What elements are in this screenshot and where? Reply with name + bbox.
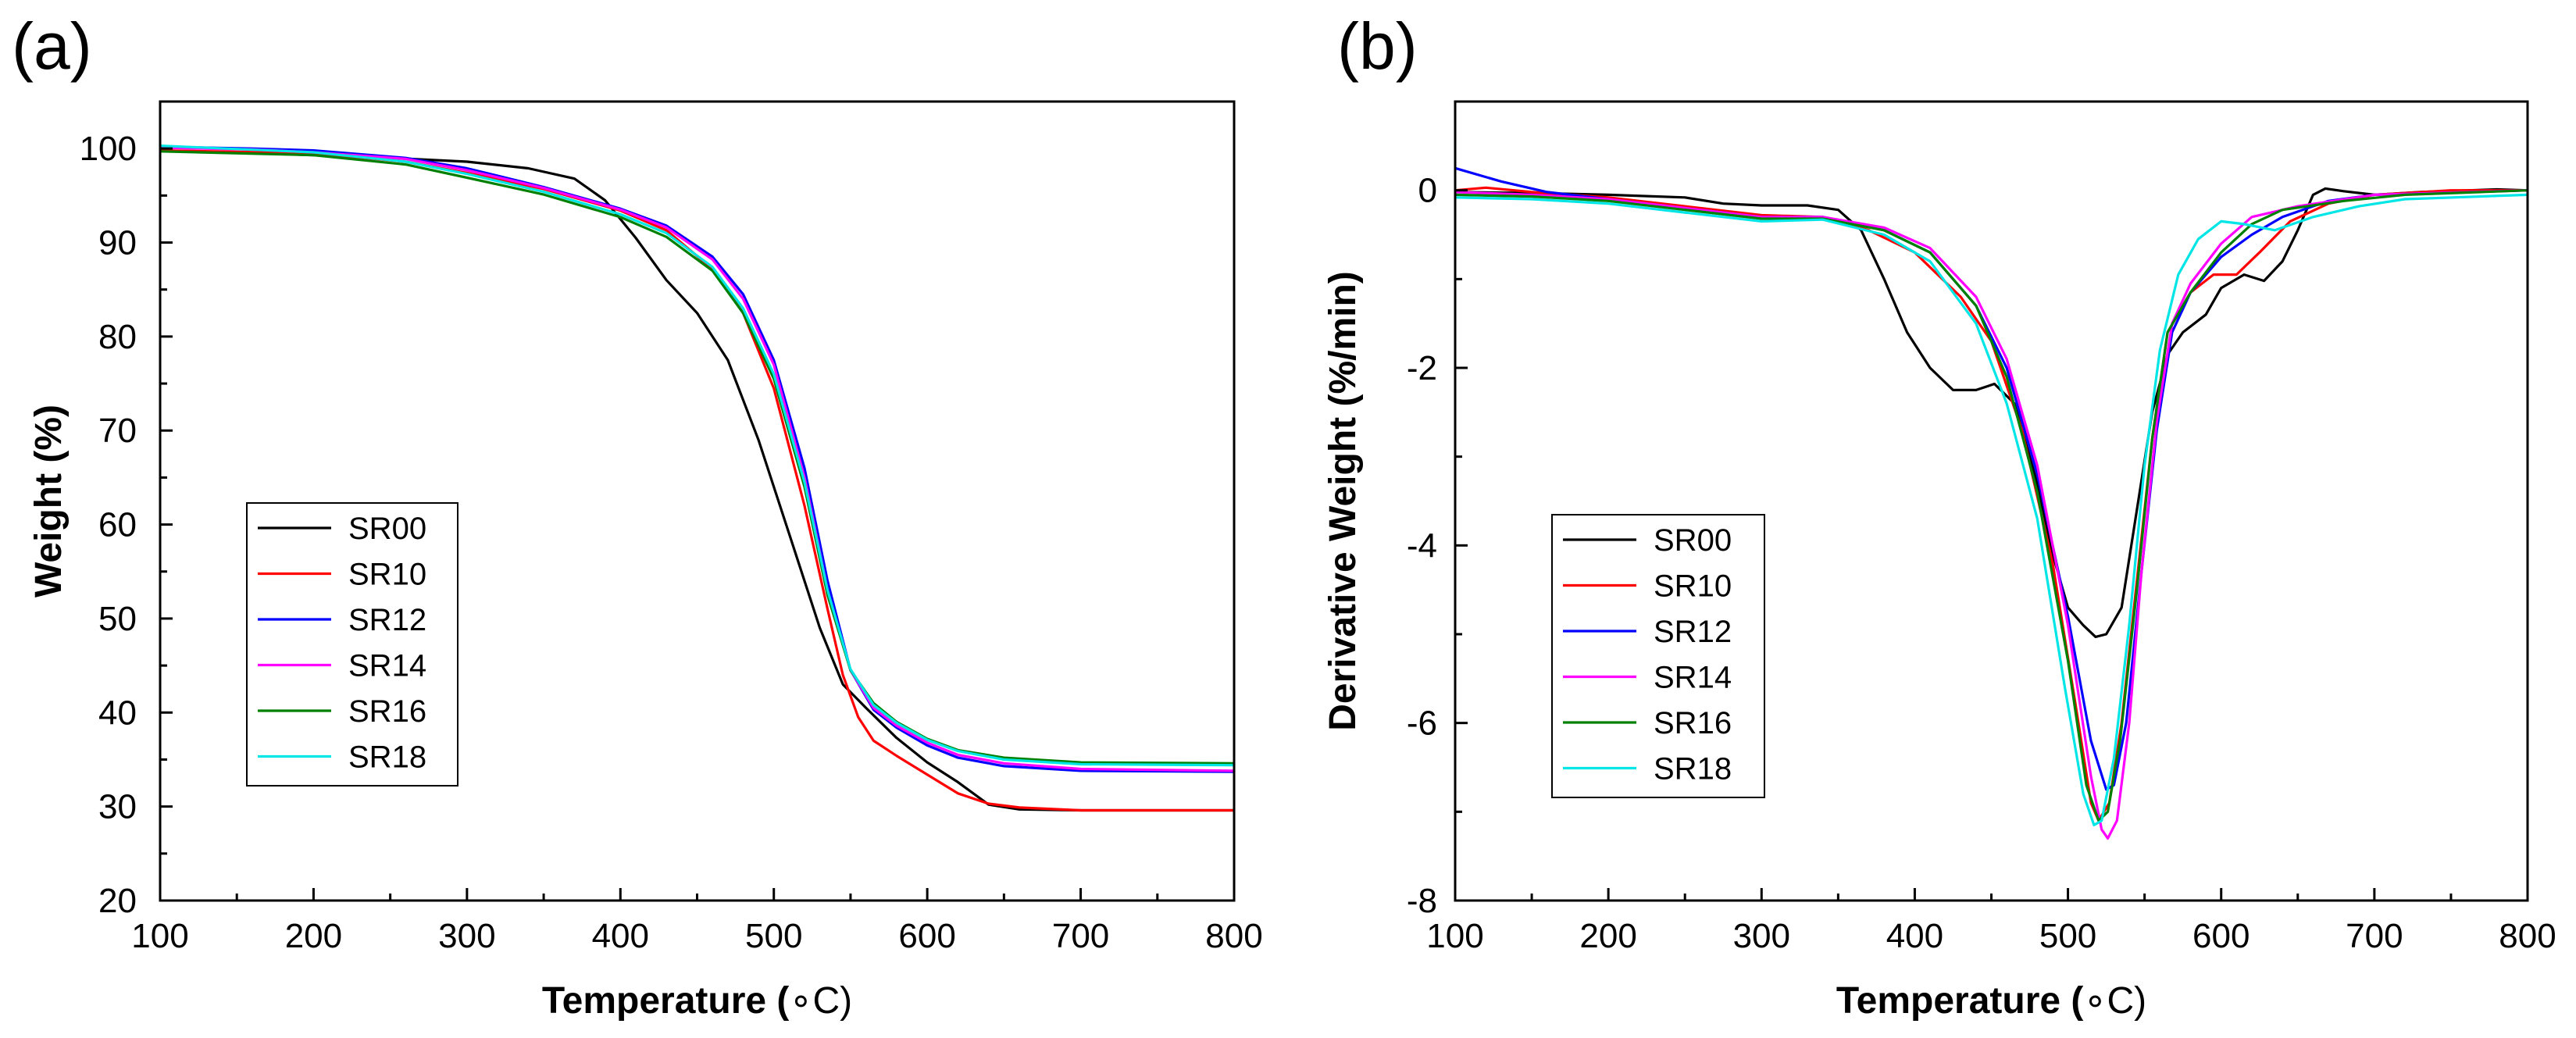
y-tick-label: 90 xyxy=(98,224,137,262)
y-tick-label: 20 xyxy=(98,882,137,920)
y-axis-title: Derivative Weight (%/min) xyxy=(1322,271,1364,731)
y-tick-label: -6 xyxy=(1407,704,1437,743)
x-tick-label: 600 xyxy=(898,917,955,955)
series-line-sr00 xyxy=(160,149,1234,812)
legend-label: SR00 xyxy=(348,512,426,546)
series-group xyxy=(160,144,1234,812)
y-tick-label: 0 xyxy=(1418,172,1437,210)
panel-label: (b) xyxy=(1337,9,1418,83)
x-tick-label: 400 xyxy=(1886,917,1943,955)
panel-b: (b) 100 200 300 400 500 600 700 800 -8 -6 -4 -2 0 Temp… xyxy=(1322,9,2556,1022)
legend-label: SR14 xyxy=(348,649,426,683)
y-tick-label: -2 xyxy=(1407,349,1437,387)
panel-label: (a) xyxy=(12,9,92,83)
legend-box xyxy=(1551,514,1765,798)
x-axis-title-close: ) xyxy=(2134,980,2146,1022)
y-tick-label: 80 xyxy=(98,318,137,356)
series-line-sr10 xyxy=(160,149,1234,812)
x-tick-label: 200 xyxy=(285,917,342,955)
x-tick-label: 100 xyxy=(1426,917,1483,955)
legend-box xyxy=(246,502,458,787)
x-axis-title-close: ) xyxy=(840,980,852,1022)
x-axis-title: Temperature (∘C) xyxy=(1836,980,2146,1022)
legend-label: SR12 xyxy=(348,603,426,637)
x-axis-title-unit: ∘C xyxy=(2083,980,2134,1022)
x-tick-label: 100 xyxy=(131,917,188,955)
legend: SR00 SR10 SR12 SR14 SR16 SR18 xyxy=(246,502,458,787)
series-line-sr14 xyxy=(160,146,1234,772)
y-tick-label: 70 xyxy=(98,412,137,450)
y-tick-label: 60 xyxy=(98,506,137,544)
series-line-sr00 xyxy=(1455,187,2528,639)
x-tick-label: 700 xyxy=(1052,917,1109,955)
y-tick-label: 30 xyxy=(98,788,137,826)
x-tick-label: 300 xyxy=(438,917,495,955)
y-tick-label: 50 xyxy=(98,600,137,638)
x-tick-label: 700 xyxy=(2346,917,2403,955)
legend: SR00 SR10 SR12 SR14 SR16 SR18 xyxy=(1551,514,1765,798)
legend-label: SR18 xyxy=(348,740,426,775)
x-tick-label: 200 xyxy=(1579,917,1636,955)
x-axis-title: Temperature (∘C) xyxy=(542,980,852,1022)
legend-label: SR10 xyxy=(348,558,426,592)
panel-a: (a) 100 200 300 400 500 600 700 800 20 30 40 50 60 70 8… xyxy=(12,9,1263,1022)
x-axis-title-unit: ∘C xyxy=(789,980,840,1022)
y-axis-title: Weight (%) xyxy=(28,405,70,597)
y-tick-label: 100 xyxy=(80,130,137,168)
x-tick-label: 800 xyxy=(1205,917,1262,955)
series-line-sr18 xyxy=(1455,193,2528,827)
x-tick-label: 300 xyxy=(1733,917,1790,955)
series-line-sr16 xyxy=(1455,189,2528,822)
x-axis-title-main: Temperature ( xyxy=(542,980,790,1022)
x-tick-label: 500 xyxy=(745,917,802,955)
x-tick-label: 600 xyxy=(2192,917,2250,955)
y-tick-label: -8 xyxy=(1407,882,1437,920)
y-tick-label: 40 xyxy=(98,694,137,732)
legend-label: SR14 xyxy=(1654,661,1732,695)
legend-label: SR16 xyxy=(1654,706,1732,740)
legend-label: SR16 xyxy=(348,694,426,729)
x-tick-label: 800 xyxy=(2499,917,2556,955)
series-line-sr14 xyxy=(1455,189,2528,840)
x-axis-title-main: Temperature ( xyxy=(1836,980,2084,1022)
legend-label: SR12 xyxy=(1654,615,1732,649)
legend-label: SR18 xyxy=(1654,752,1732,787)
legend-label: SR10 xyxy=(1654,569,1732,604)
series-group xyxy=(1455,166,2528,840)
legend-label: SR00 xyxy=(1654,523,1732,558)
y-tick-label: -4 xyxy=(1407,526,1437,565)
series-line-sr18 xyxy=(160,144,1234,767)
x-tick-label: 500 xyxy=(2039,917,2096,955)
x-tick-label: 400 xyxy=(592,917,649,955)
